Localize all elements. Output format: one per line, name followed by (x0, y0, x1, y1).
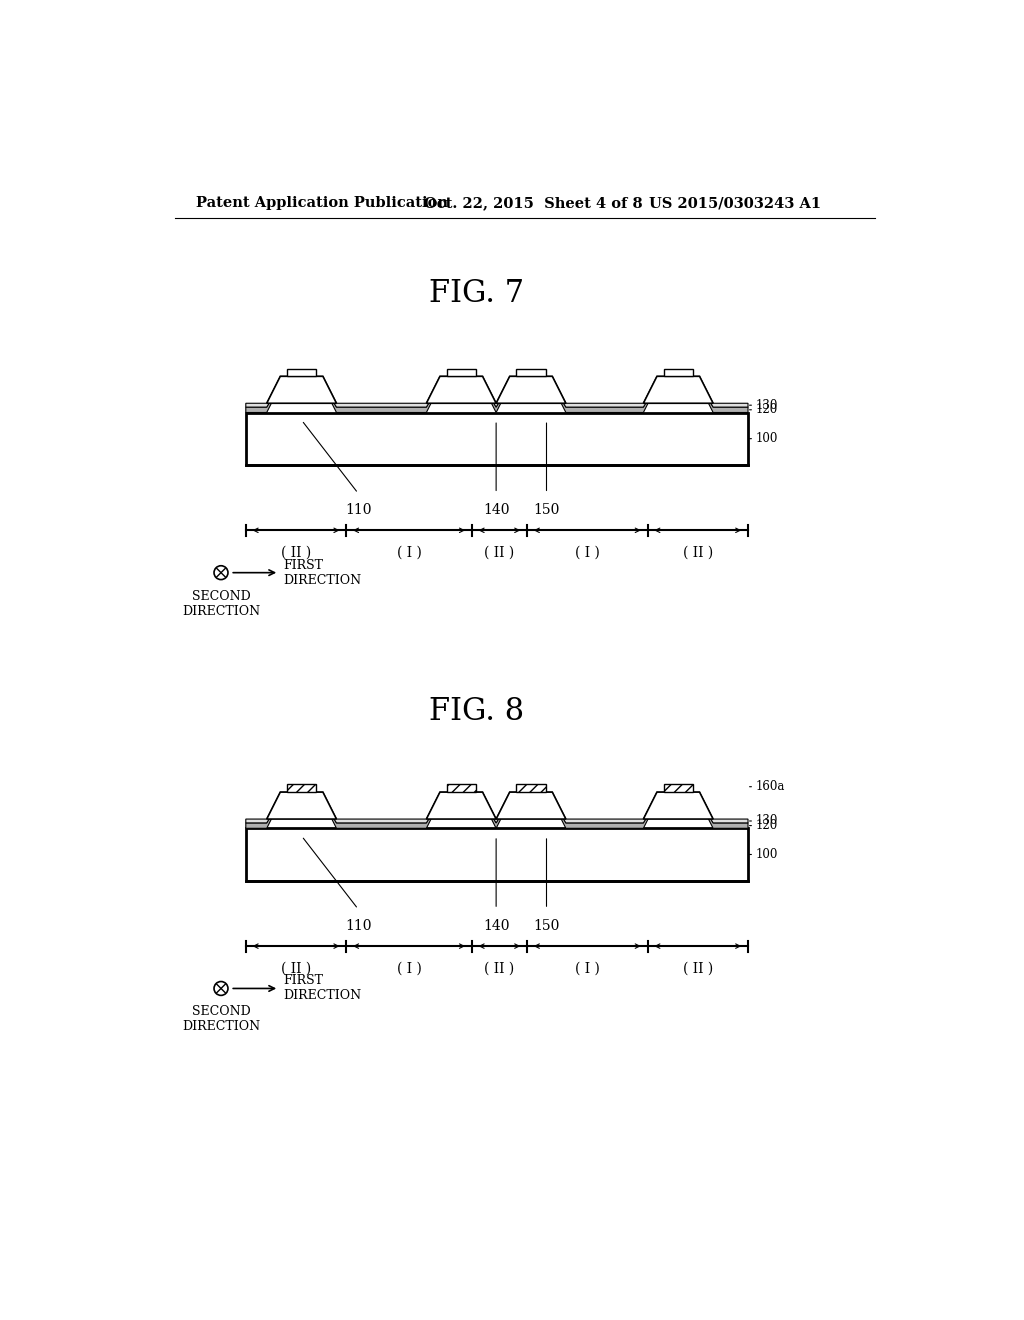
Polygon shape (287, 368, 316, 376)
Text: 100: 100 (756, 847, 778, 861)
Text: FIG. 8: FIG. 8 (429, 696, 524, 727)
Text: ( II ): ( II ) (484, 961, 514, 975)
Text: 160a: 160a (756, 780, 785, 793)
Text: 120: 120 (756, 404, 778, 416)
Text: 140: 140 (483, 503, 509, 517)
Text: FIRST
DIRECTION: FIRST DIRECTION (283, 974, 361, 1002)
Text: 130: 130 (756, 399, 778, 412)
Polygon shape (266, 792, 337, 818)
Polygon shape (246, 376, 748, 407)
Text: ( I ): ( I ) (574, 545, 600, 560)
Text: FIRST
DIRECTION: FIRST DIRECTION (283, 558, 361, 586)
Polygon shape (446, 368, 476, 376)
Text: ( I ): ( I ) (396, 545, 422, 560)
Polygon shape (246, 829, 748, 880)
Text: ( II ): ( II ) (683, 961, 713, 975)
Text: ( I ): ( I ) (396, 961, 422, 975)
Text: 140: 140 (483, 919, 509, 933)
Text: US 2015/0303243 A1: US 2015/0303243 A1 (649, 197, 821, 210)
Polygon shape (643, 792, 713, 818)
Polygon shape (496, 792, 566, 818)
Text: 100: 100 (756, 432, 778, 445)
Text: 110: 110 (345, 919, 372, 933)
Polygon shape (516, 368, 546, 376)
Polygon shape (516, 784, 546, 792)
Polygon shape (266, 376, 337, 404)
Text: Oct. 22, 2015  Sheet 4 of 8: Oct. 22, 2015 Sheet 4 of 8 (424, 197, 643, 210)
Polygon shape (246, 380, 748, 412)
Text: 150: 150 (534, 503, 560, 517)
Polygon shape (664, 368, 693, 376)
Text: SECOND
DIRECTION: SECOND DIRECTION (182, 590, 260, 618)
Text: 130: 130 (756, 814, 778, 828)
Text: ( II ): ( II ) (683, 545, 713, 560)
Text: 110: 110 (345, 503, 372, 517)
Polygon shape (496, 376, 566, 404)
Text: ( II ): ( II ) (281, 961, 311, 975)
Text: FIG. 7: FIG. 7 (429, 277, 524, 309)
Polygon shape (643, 376, 713, 404)
Text: 120: 120 (756, 820, 778, 832)
Text: ( II ): ( II ) (484, 545, 514, 560)
Polygon shape (446, 784, 476, 792)
Text: ( II ): ( II ) (281, 545, 311, 560)
Text: ( I ): ( I ) (574, 961, 600, 975)
Polygon shape (246, 412, 748, 465)
Text: Patent Application Publication: Patent Application Publication (197, 197, 449, 210)
Polygon shape (664, 784, 693, 792)
Polygon shape (246, 792, 748, 822)
Polygon shape (246, 796, 748, 829)
Polygon shape (426, 376, 496, 404)
Polygon shape (426, 792, 496, 818)
Polygon shape (287, 784, 316, 792)
Text: 150: 150 (534, 919, 560, 933)
Text: SECOND
DIRECTION: SECOND DIRECTION (182, 1006, 260, 1034)
